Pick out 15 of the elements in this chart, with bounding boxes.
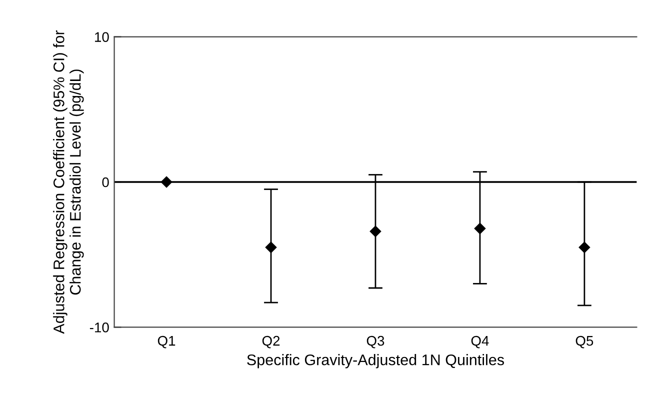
- x-tick-label: Q4: [471, 336, 489, 348]
- point: [474, 222, 486, 234]
- x-tick-label: Q3: [366, 336, 384, 348]
- point: [160, 176, 172, 188]
- x-tick-label: Q5: [576, 336, 594, 348]
- point: [578, 242, 590, 253]
- point: [370, 226, 382, 237]
- x-tick-label: Q2: [262, 336, 280, 348]
- y-tick-label: 10: [95, 32, 109, 42]
- x-tick-label: Q1: [158, 336, 176, 348]
- y-axis-title: Adjusted Regression Coefficient (95% CI) for Change in Estradiol Level (pg/dL): [53, 30, 84, 334]
- x-axis-title: Specific Gravity-Adjusted 1N Quintiles: [247, 354, 504, 368]
- point: [265, 242, 277, 253]
- y-tick-label: 0: [102, 177, 109, 188]
- y-tick-label: -10: [90, 322, 109, 332]
